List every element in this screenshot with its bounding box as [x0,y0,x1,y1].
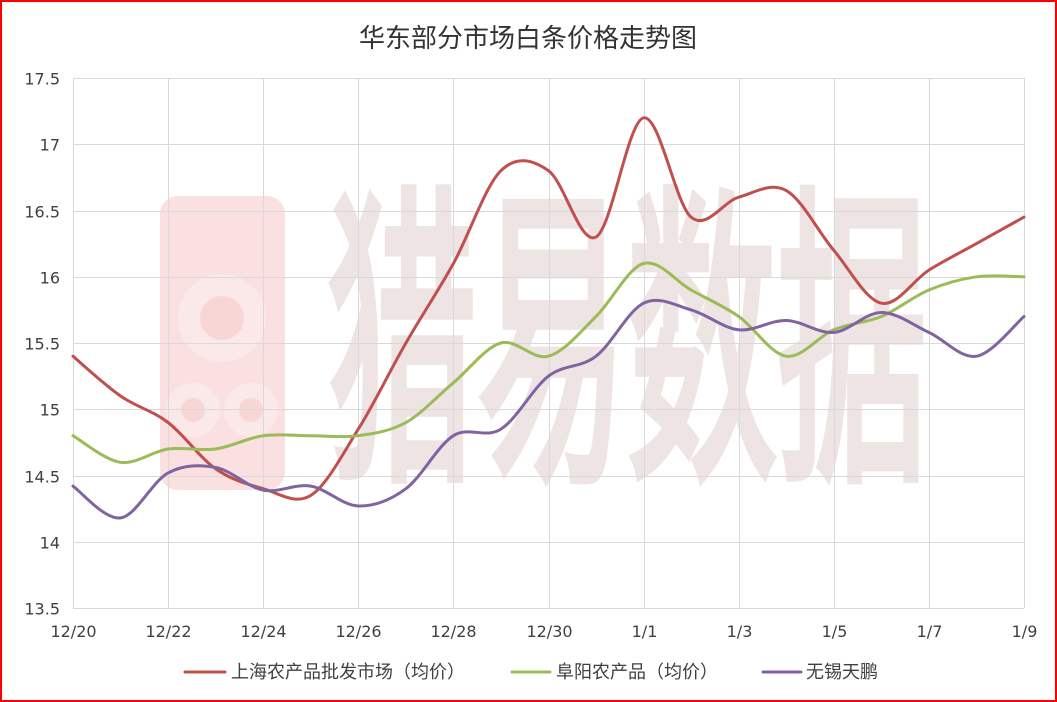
legend-item-3[interactable]: 无锡天鹏 [761,662,878,683]
x-tick-label-9: 1/5 [822,622,848,641]
gridlines [73,78,1025,609]
legend-label-1: 上海农产品批发市场（均价） [231,662,465,683]
chart-title: 华东部分市场白条价格走势图 [359,24,697,54]
series-line-2 [71,261,1026,464]
x-tick-label-11: 1/9 [1012,622,1038,641]
x-tick-label-5: 12/28 [430,622,476,641]
y-axis-tick-labels: 13.5 14 14.5 15 15.5 16 16.5 17 17.5 [24,70,60,619]
x-tick-label-7: 1/1 [632,622,658,641]
legend: 上海农产品批发市场（均价） 阜阳农产品（均价） 无锡天鹏 [183,662,878,683]
y-tick-label-3: 14.5 [24,468,60,487]
x-tick-label-4: 12/26 [335,622,381,641]
y-tick-label-2: 14 [40,534,60,553]
watermark-logo-dot-top [200,296,244,340]
x-tick-label-2: 12/22 [145,622,191,641]
watermark-text: 猎易数据 [327,163,927,529]
x-axis-tick-labels: 12/20 12/22 12/24 12/26 12/28 12/30 1/1 1/3 1/5 1… [50,622,1037,641]
x-tick-label-1: 12/20 [50,622,96,641]
legend-item-1[interactable]: 上海农产品批发市场（均价） [183,662,465,683]
y-tick-label-4: 15 [40,401,60,420]
y-tick-label-1: 13.5 [24,600,60,619]
y-tick-label-6: 16 [40,269,60,288]
series-line-3 [71,298,1026,520]
legend-label-3: 无锡天鹏 [806,662,878,683]
x-tick-label-8: 1/3 [727,622,753,641]
watermark: 猎易数据 [160,163,927,529]
x-tick-label-6: 12/30 [526,622,572,641]
y-tick-label-9: 17.5 [24,70,60,89]
y-tick-label-5: 15.5 [24,335,60,354]
x-tick-label-10: 1/7 [917,622,943,641]
y-tick-label-8: 17 [40,136,60,155]
legend-label-2: 阜阳农产品（均价） [556,662,718,683]
series-lines [71,116,1026,520]
y-tick-label-7: 16.5 [24,203,60,222]
legend-item-2[interactable]: 阜阳农产品（均价） [510,662,718,683]
x-tick-label-3: 12/24 [240,622,286,641]
